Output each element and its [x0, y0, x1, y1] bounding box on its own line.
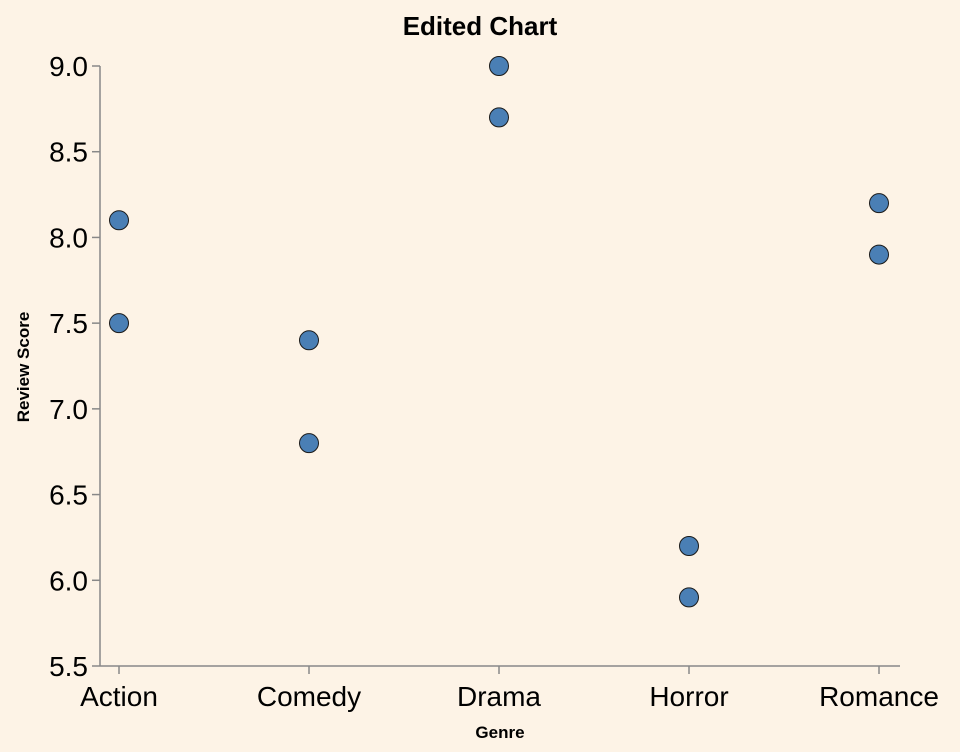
- x-tick-label: Horror: [649, 681, 728, 712]
- data-point: [299, 330, 319, 351]
- y-tick-label: 8.5: [49, 137, 88, 168]
- data-point: [299, 433, 319, 454]
- y-tick-label: 8.0: [49, 222, 88, 253]
- data-point: [489, 56, 509, 76]
- y-tick-label: 9.0: [49, 51, 88, 82]
- data-point: [679, 536, 699, 556]
- y-tick-label: 6.0: [49, 565, 88, 596]
- data-point: [679, 587, 699, 608]
- y-axis-title: Review Score: [14, 312, 33, 423]
- chart-title: Edited Chart: [403, 11, 558, 41]
- data-point: [109, 313, 129, 334]
- data-point: [869, 193, 889, 214]
- y-axis: 5.5 6.0 6.5 7.0 7.5 8.0 8.5 9.0: [49, 51, 101, 682]
- x-tick-label: Comedy: [257, 681, 361, 712]
- data-point: [869, 244, 889, 265]
- data-point: [489, 107, 509, 128]
- x-tick-label: Drama: [457, 681, 541, 712]
- y-tick-label: 7.0: [49, 394, 88, 425]
- x-tick-label: Action: [80, 681, 158, 712]
- x-axis: Action Comedy Drama Horror Romance: [80, 665, 939, 712]
- y-tick-label: 7.5: [49, 308, 88, 339]
- x-axis-title: Genre: [475, 723, 524, 742]
- data-points: [109, 56, 889, 608]
- x-tick-label: Romance: [819, 681, 939, 712]
- y-tick-label: 6.5: [49, 480, 88, 511]
- y-tick-label: 5.5: [49, 651, 88, 682]
- data-point: [109, 210, 129, 231]
